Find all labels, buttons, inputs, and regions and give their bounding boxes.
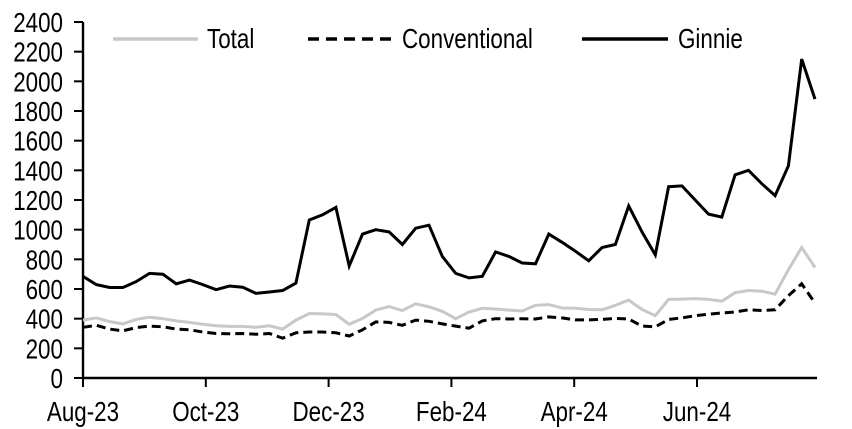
x-tick-label: Feb-24 <box>416 396 487 427</box>
y-tick-label: 1200 <box>13 185 63 216</box>
x-tick-label: Dec-23 <box>293 396 365 427</box>
legend-label-conventional: Conventional <box>402 23 533 54</box>
y-tick-label: 800 <box>26 244 63 275</box>
y-tick-label: 1800 <box>13 96 63 127</box>
series-line-total <box>82 244 817 331</box>
series-line-ginnie <box>82 58 817 295</box>
y-tick-label: 1600 <box>13 126 63 157</box>
legend-label-total: Total <box>207 23 254 54</box>
y-tick-label: 400 <box>26 304 63 335</box>
y-tick-label: 2400 <box>13 7 63 38</box>
axes <box>81 22 817 380</box>
x-tick-label: Oct-23 <box>172 396 239 427</box>
y-tick-label: 2000 <box>13 66 63 97</box>
y-tick-label: 2200 <box>13 37 63 68</box>
x-tick-label: Jun-24 <box>663 396 732 427</box>
y-tick-label: 200 <box>26 333 63 364</box>
y-tick-label: 600 <box>26 274 63 305</box>
y-tick-label: 1400 <box>13 155 63 186</box>
x-tick-label: Apr-24 <box>541 396 608 427</box>
y-tick-label: 0 <box>51 363 64 394</box>
series-line-conventional <box>82 281 817 340</box>
x-tick-label: Aug-23 <box>47 396 119 427</box>
legend-label-ginnie: Ginnie <box>678 23 743 54</box>
y-tick-label: 1000 <box>13 215 63 246</box>
